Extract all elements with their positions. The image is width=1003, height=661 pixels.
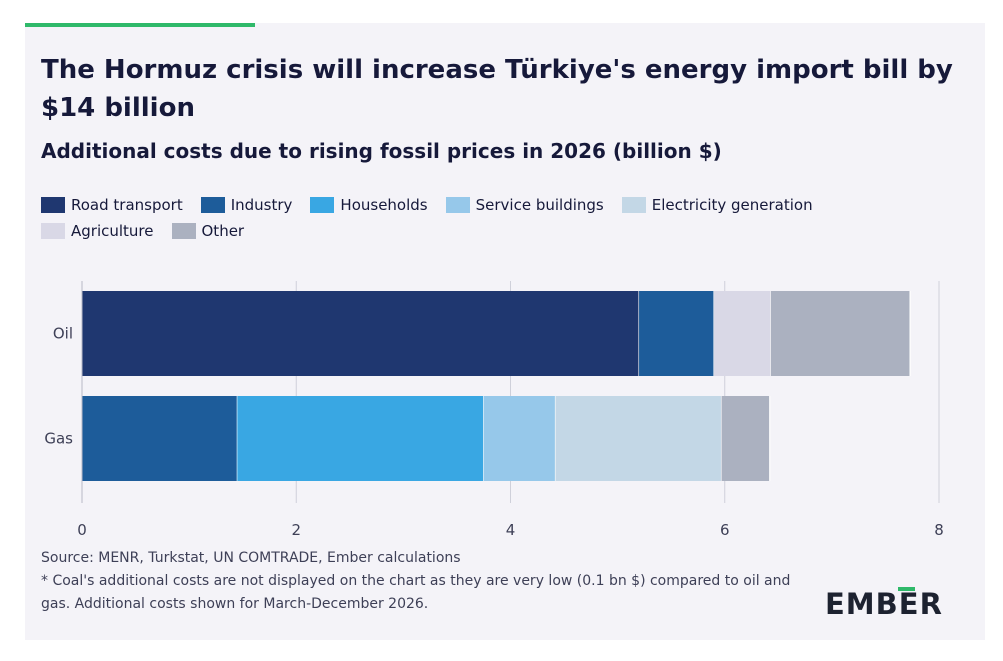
bar-chart: Oil Gas 0 2 4 6 8 — [44, 281, 944, 539]
chart-title: The Hormuz crisis will increase Türkiye'… — [41, 55, 953, 123]
bar-segment — [714, 291, 771, 376]
legend: Road transport Industry Households Service … — [41, 195, 921, 241]
legend-swatch — [41, 223, 65, 239]
bar-segment — [237, 396, 484, 481]
legend-swatch — [621, 197, 646, 213]
legend-swatch — [171, 223, 196, 239]
legend-label: Households — [340, 196, 428, 214]
legend-label: Electricity generation — [651, 196, 813, 214]
source-text: Source: MENR, Turkstat, UN COMTRADE, Emb… — [41, 550, 461, 566]
bar-segment — [82, 396, 238, 481]
legend-item: Other — [171, 221, 245, 241]
x-tick-label: 2 — [291, 521, 301, 539]
bar-segment — [721, 396, 770, 481]
legend-item: Agriculture — [41, 221, 154, 241]
legend-label: Road transport — [71, 196, 183, 214]
logo-text: EMBER — [825, 587, 943, 620]
ember-logo: EMBER — [825, 587, 943, 620]
bar-segment — [639, 291, 715, 376]
bar-segment — [82, 291, 640, 376]
legend-item: Road transport — [41, 195, 183, 215]
bar-segment — [555, 396, 722, 481]
legend-item: Households — [310, 195, 428, 215]
legend-label: Other — [201, 222, 245, 240]
legend-label: Industry — [230, 196, 293, 214]
legend-item: Service buildings — [445, 195, 604, 215]
legend-swatch — [200, 197, 225, 213]
footnote: Source: MENR, Turkstat, UN COMTRADE, Emb… — [41, 547, 801, 616]
bar-segment — [770, 291, 911, 376]
legend-swatch — [310, 197, 335, 213]
legend-label: Service buildings — [475, 196, 604, 214]
note-text: * Coal's additional costs are not displa… — [41, 573, 791, 612]
chart-subtitle: Additional costs due to rising fossil pr… — [41, 139, 722, 163]
bar-segment — [483, 396, 556, 481]
legend-label: Agriculture — [71, 222, 154, 240]
legend-swatch — [445, 197, 470, 213]
legend-item: Industry — [200, 195, 293, 215]
chart-card: The Hormuz crisis will increase Türkiye'… — [25, 23, 985, 640]
x-tick-label: 6 — [720, 521, 730, 539]
x-tick-label: 4 — [506, 521, 516, 539]
logo-accent — [898, 587, 915, 591]
legend-item: Electricity generation — [621, 195, 813, 215]
category-label: Gas — [44, 430, 73, 448]
accent-bar — [25, 23, 255, 27]
legend-swatch — [41, 197, 65, 213]
x-tick-label: 0 — [77, 521, 87, 539]
x-tick-label: 8 — [934, 521, 944, 539]
category-label: Oil — [53, 325, 73, 343]
